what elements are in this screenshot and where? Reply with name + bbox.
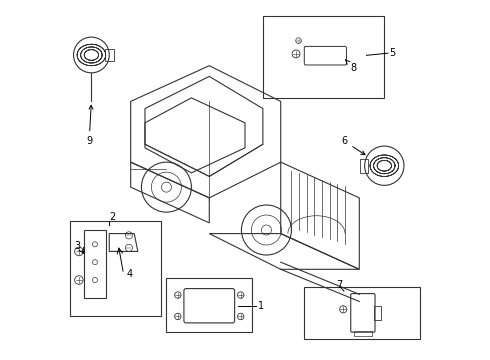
Text: 5: 5 [390, 48, 396, 58]
Bar [167, 278, 252, 332]
Bar [304, 287, 420, 339]
Text: 3: 3 [74, 241, 80, 251]
Bar [70, 221, 161, 316]
Text: 7: 7 [336, 280, 343, 290]
Bar [373, 306, 381, 320]
Text: 9: 9 [86, 105, 93, 146]
Bar [263, 16, 384, 98]
Bar [354, 331, 372, 336]
Text: 6: 6 [342, 136, 365, 155]
Text: 4: 4 [126, 269, 132, 279]
Text: 1: 1 [258, 301, 264, 311]
Text: 8: 8 [345, 60, 357, 73]
Text: 2: 2 [109, 212, 116, 222]
